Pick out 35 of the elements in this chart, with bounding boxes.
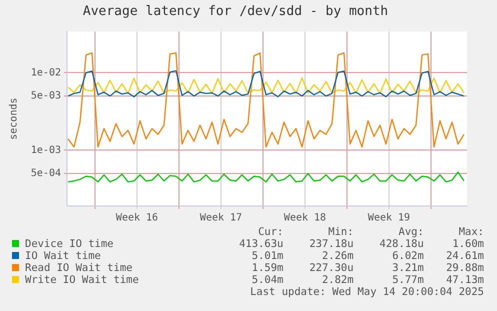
text: 428.18u — [378, 238, 424, 250]
text: 47.13m — [445, 274, 484, 286]
text: 6.02m — [391, 250, 424, 262]
text: 2.82m — [320, 274, 354, 286]
text: Last update: Wed May 14 20:00:04 2025 — [249, 286, 484, 298]
x-tick-label: Week 19 — [368, 212, 410, 224]
legend-label: IO Wait time — [24, 250, 102, 262]
text: 29.88m — [445, 262, 484, 274]
text: Cur: — [257, 226, 284, 238]
legend-label: Read IO Wait time — [24, 262, 134, 274]
chart-title: Average latency for /dev/sdd - by month — [82, 4, 388, 20]
x-tick-label: Week 18 — [284, 212, 326, 224]
text: 5.77m — [391, 274, 424, 286]
x-tick-label: Week 17 — [200, 212, 242, 224]
text: 5.01m — [250, 250, 284, 262]
text: 413.63u — [238, 238, 284, 250]
text: 227.30u — [308, 262, 354, 274]
text: 24.61m — [445, 250, 484, 262]
text: Min: — [327, 226, 354, 238]
y-axis-title: seconds — [8, 98, 20, 140]
y-tick-label: 5e-04 — [30, 168, 61, 180]
y-tick-label: 5e-03 — [30, 90, 61, 102]
text: 1.60m — [451, 238, 484, 250]
y-tick-label: 1e-02 — [30, 67, 61, 78]
legend-label: Write IO Wait time — [24, 274, 140, 286]
legend-label: Device IO time — [24, 238, 115, 250]
text: Avg: — [398, 226, 424, 238]
y-tick-label: 1e-03 — [30, 144, 61, 156]
text: 2.26m — [320, 250, 354, 262]
text: 3.21m — [391, 262, 424, 274]
text: Max: — [458, 226, 484, 238]
text: 237.18u — [308, 238, 354, 250]
text: 5.04m — [250, 274, 284, 286]
text: 1.59m — [250, 262, 284, 274]
x-tick-label: Week 16 — [116, 212, 158, 224]
